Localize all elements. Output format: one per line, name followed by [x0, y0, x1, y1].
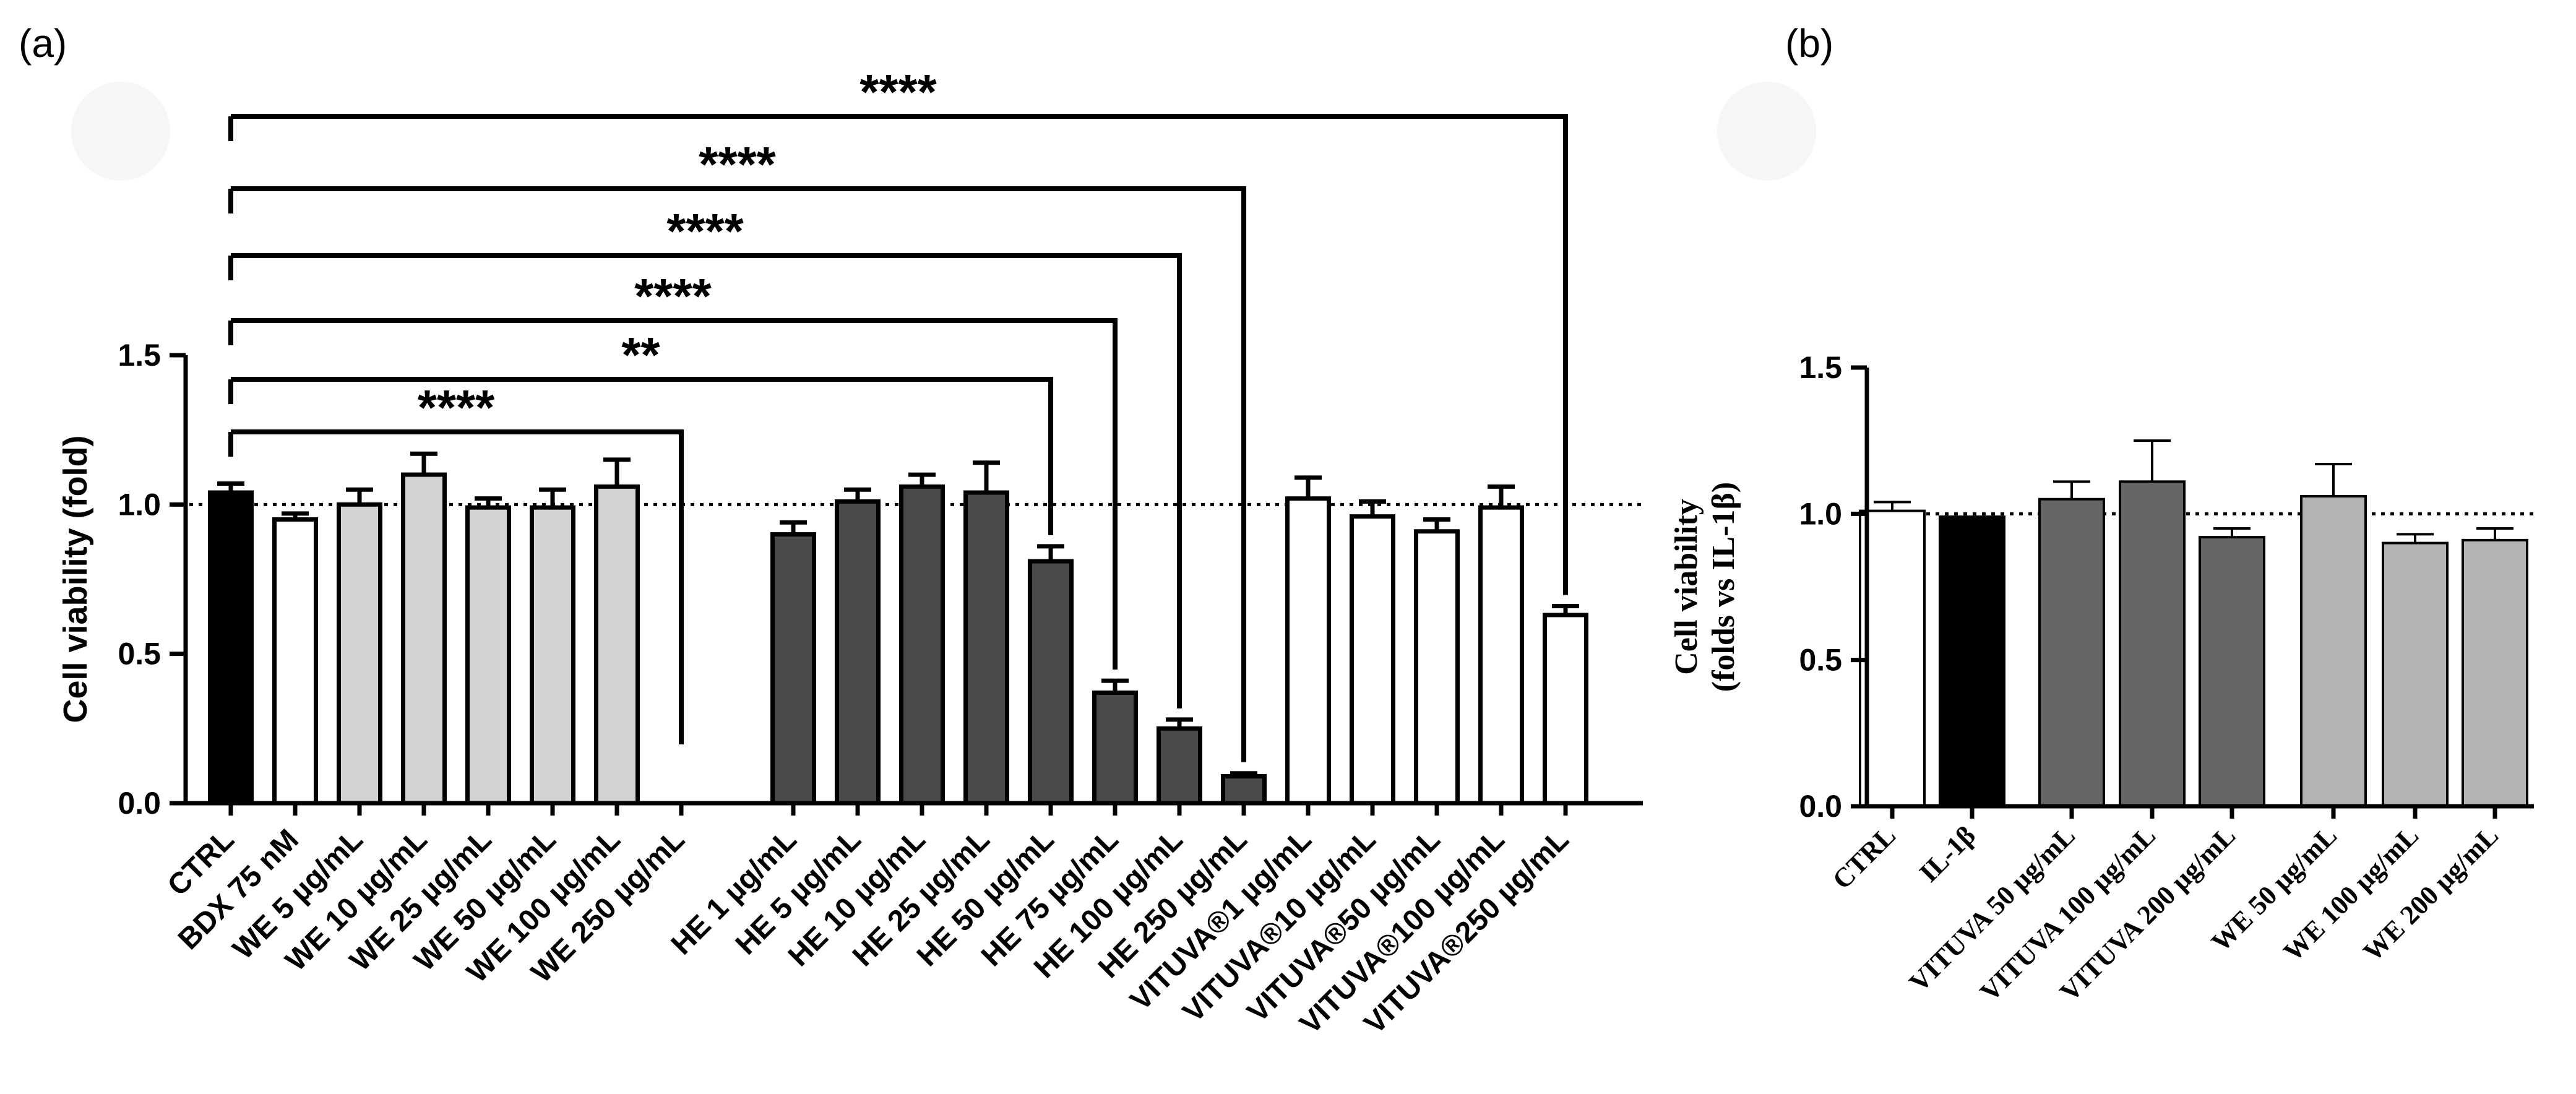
y-tick-label: 0.5 [1799, 643, 1842, 678]
bar [2119, 480, 2186, 808]
x-tick-label: IL-1β [1913, 820, 1981, 888]
panel-a-label: (a) [19, 21, 67, 66]
bar [2462, 538, 2528, 808]
bar [1028, 559, 1074, 806]
bar [1350, 514, 1395, 806]
y-tick-label: 1.5 [1799, 350, 1842, 385]
bar [208, 490, 254, 806]
bar [1414, 529, 1460, 806]
bar [2199, 536, 2265, 808]
bar [1157, 726, 1202, 806]
watermark-circle-b [1717, 82, 1816, 181]
bar [1939, 515, 2005, 808]
bar [465, 505, 511, 806]
y-axis-title-line2: (folds vs IL-1β) [1706, 482, 1741, 692]
significance-label: **** [699, 137, 776, 192]
watermark-circle-a [71, 82, 170, 181]
bar [594, 484, 640, 806]
x-tick-label: CTRL [1827, 820, 1902, 895]
bar [1221, 774, 1267, 806]
bar [770, 532, 816, 806]
bar [2038, 497, 2105, 808]
significance-label: ** [621, 327, 660, 382]
y-axis-title-line1: Cell viability [1669, 499, 1704, 675]
bar [1285, 496, 1331, 806]
y-tick-label: 0.5 [118, 637, 161, 671]
significance-label: **** [418, 380, 495, 435]
bar [2300, 494, 2367, 808]
y-tick-label: 0.0 [1799, 789, 1842, 824]
significance-label: **** [859, 64, 937, 119]
bar [401, 472, 447, 806]
bar [1478, 505, 1524, 806]
y-tick-label: 1.0 [1799, 496, 1842, 531]
y-tick-label: 1.0 [118, 487, 161, 522]
bar [530, 505, 575, 806]
bar [899, 484, 945, 806]
significance-label: **** [634, 269, 712, 324]
bar [337, 502, 382, 806]
bar [835, 499, 881, 806]
bar [1092, 690, 1138, 806]
bar [963, 490, 1009, 806]
panel-b-label: (b) [1785, 21, 1833, 66]
bar [1859, 509, 1926, 808]
bar [2382, 541, 2449, 808]
x-tick-label: WE 200 µg/mL [2358, 820, 2505, 967]
significance-label: **** [666, 204, 744, 259]
bar [272, 517, 318, 806]
y-tick-label: 0.0 [118, 786, 161, 820]
y-axis-title: Cell viability (fold) [57, 435, 94, 723]
bar [1543, 613, 1588, 806]
y-tick-label: 1.5 [118, 338, 161, 373]
